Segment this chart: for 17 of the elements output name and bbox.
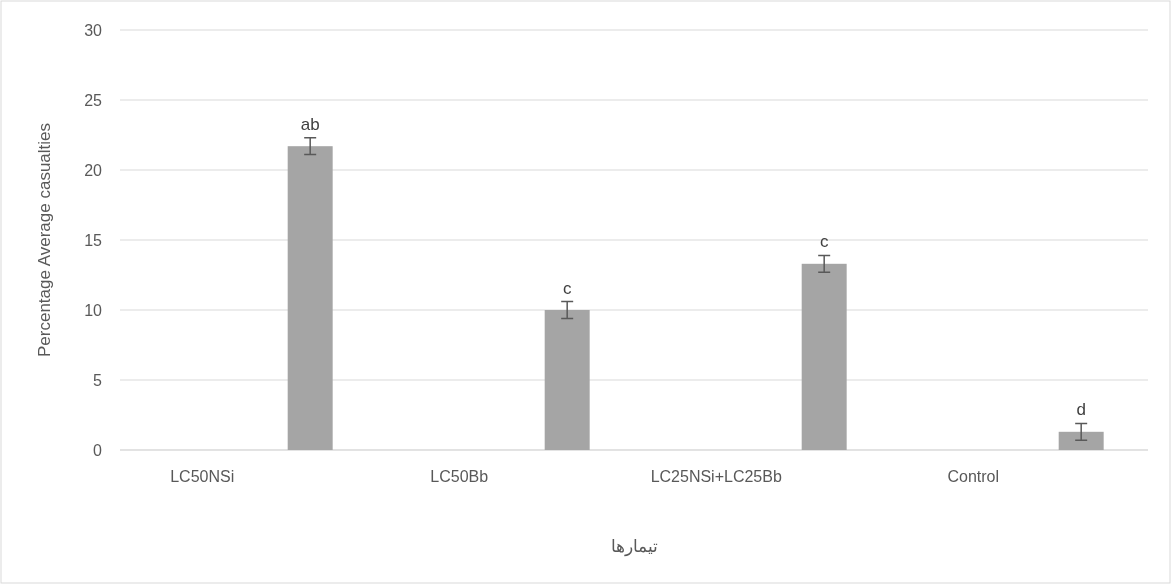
annotation: c	[562, 278, 572, 298]
x-tick-label: LC50NSi	[170, 468, 235, 485]
x-tick-label: LC50Bb	[430, 468, 489, 485]
y-tick-label: 10	[84, 302, 103, 319]
annotation: ab	[300, 114, 320, 134]
y-tick-label: 20	[84, 162, 103, 179]
y-tick-label: 0	[93, 442, 103, 459]
y-tick-label: 15	[84, 232, 103, 249]
annotation: d	[1076, 400, 1086, 420]
x-axis-title: تیمارها	[610, 537, 658, 557]
x-tick-label: LC25NSi+LC25Bb	[650, 468, 782, 485]
y-tick-label: 5	[93, 372, 103, 389]
annotation: c	[819, 232, 829, 252]
y-tick-label: 30	[84, 22, 103, 39]
y-tick-label: 25	[84, 92, 103, 109]
x-tick-label: Control	[947, 468, 1000, 485]
y-axis-title: Percentage Average casualties	[35, 122, 54, 358]
